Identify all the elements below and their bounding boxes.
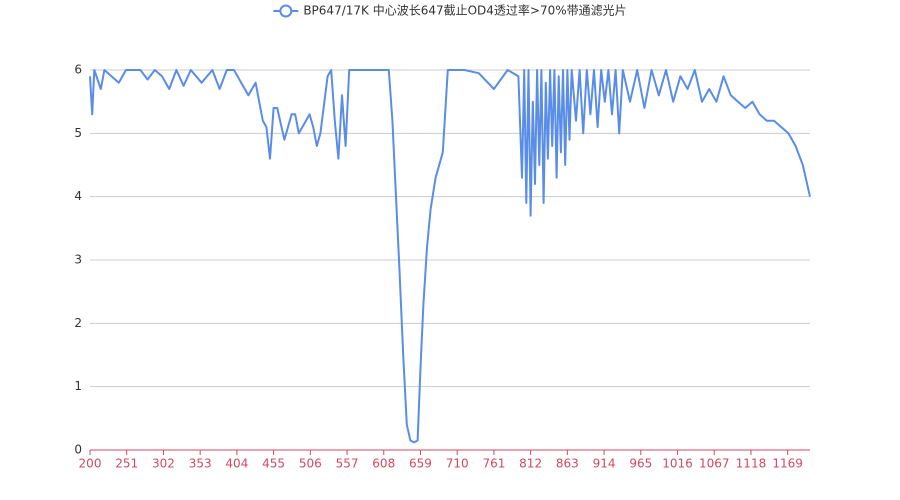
x-tick-label: 863	[556, 457, 579, 471]
x-tick-label: 1067	[699, 457, 730, 471]
x-tick-label: 761	[482, 457, 505, 471]
x-tick-label: 608	[372, 457, 395, 471]
y-tick-label: 2	[74, 316, 82, 330]
x-tick-label: 1169	[772, 457, 803, 471]
x-tick-label: 1118	[736, 457, 767, 471]
x-tick-label: 659	[409, 457, 432, 471]
x-tick-label: 914	[593, 457, 616, 471]
legend-label: BP647/17K 中心波长647截止OD4透过率>70%带通滤光片	[303, 3, 626, 18]
legend-icon-marker	[279, 4, 293, 18]
y-tick-label: 3	[74, 253, 82, 267]
x-tick-label: 506	[299, 457, 322, 471]
x-tick-label: 302	[152, 457, 175, 471]
y-tick-label: 0	[74, 443, 82, 457]
x-tick-label: 1016	[662, 457, 693, 471]
x-tick-label: 710	[446, 457, 469, 471]
series-line	[89, 69, 811, 444]
x-tick-label: 200	[79, 457, 102, 471]
y-tick-label: 4	[74, 189, 82, 203]
x-tick-label: 812	[519, 457, 542, 471]
x-tick-label: 353	[189, 457, 212, 471]
x-tick-label: 455	[262, 457, 285, 471]
x-tick-label: 251	[115, 457, 138, 471]
x-tick-label: 557	[336, 457, 359, 471]
x-tick-label: 404	[225, 457, 248, 471]
y-tick-label: 5	[74, 126, 82, 140]
y-tick-label: 1	[74, 379, 82, 393]
y-tick-label: 6	[74, 63, 82, 77]
x-tick-label: 965	[629, 457, 652, 471]
